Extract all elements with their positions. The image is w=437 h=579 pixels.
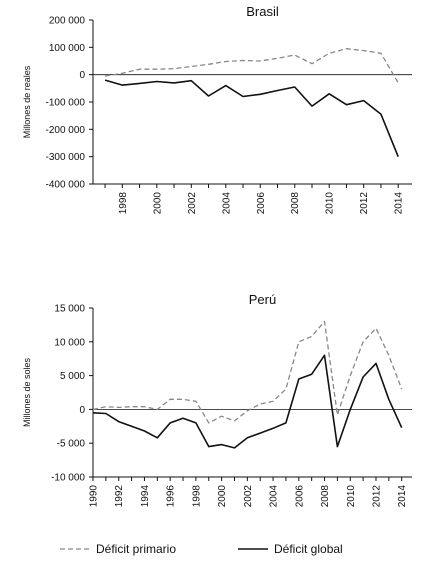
legend: Déficit primario Déficit global	[60, 542, 343, 556]
peru-y-tick-label: 15 000	[54, 304, 85, 315]
brasil-x-tick-label: 2010	[325, 192, 336, 215]
brasil-x-tick-label: 2004	[221, 192, 232, 215]
peru-x-tick-label: 2002	[243, 485, 254, 508]
peru-series-global	[92, 354, 403, 449]
brasil-x-tick-label: 2008	[290, 192, 301, 215]
peru-x-tick-label: 2010	[346, 485, 357, 508]
peru-x-tick-label: 2006	[294, 485, 305, 508]
peru-x-tick-label: 2012	[371, 485, 382, 508]
peru-y-tick-label: 0	[79, 405, 85, 416]
peru-x-tick-label: 2004	[269, 485, 280, 508]
brasil-x-tick-label: 2000	[152, 192, 163, 215]
peru-series-primario	[92, 320, 403, 424]
brasil-x-tick-label: 2006	[256, 192, 267, 215]
brasil-series-primario	[104, 48, 399, 84]
brasil-y-axis-label: Millones de reales	[22, 65, 32, 138]
peru-y-tick-label: -5 000	[57, 439, 86, 450]
brasil-y-tick-label: -100 000	[46, 98, 86, 109]
brasil-y-tick-label: 100 000	[49, 43, 86, 54]
brasil-y-tick-label: 0	[79, 70, 85, 81]
peru-x-tick-label: 1990	[89, 485, 100, 508]
chart-brasil: Brasil Millones de reales 200 000 100 000 0 -…	[22, 4, 412, 214]
peru-x-tick-label: 2008	[320, 485, 331, 508]
brasil-y-tick-label: -400 000	[46, 180, 86, 191]
peru-x-tick-label: 1998	[191, 485, 202, 508]
brasil-x-tick-label: 1998	[118, 192, 129, 215]
brasil-x-tick-label: 2012	[359, 192, 370, 215]
brasil-y-tick-label: 200 000	[49, 16, 86, 27]
peru-x-tick-label: 1992	[114, 485, 125, 508]
peru-x-tick-label: 2000	[217, 485, 228, 508]
brasil-y-tick-label: -300 000	[46, 152, 86, 163]
brasil-series-global	[104, 79, 399, 158]
peru-x-tick-label: 1996	[166, 485, 177, 508]
brasil-x-tick-label: 2014	[394, 192, 405, 215]
peru-y-tick-label: 10 000	[54, 337, 85, 348]
chart-peru: Perú Millones de soles 15 000 10 000 5 000 0 -…	[22, 292, 412, 507]
peru-x-tick-label: 1994	[140, 485, 151, 508]
peru-x-tick-label: 2014	[397, 485, 408, 508]
peru-y-tick-label: -10 000	[51, 473, 85, 484]
brasil-title: Brasil	[246, 4, 279, 19]
peru-title: Perú	[249, 292, 276, 307]
peru-y-tick-label: 5 000	[60, 371, 85, 382]
legend-primario-label: Déficit primario	[96, 542, 176, 556]
brasil-x-tick-label: 2002	[187, 192, 198, 215]
legend-global-label: Déficit global	[274, 542, 343, 556]
brasil-y-tick-label: -200 000	[46, 125, 86, 136]
peru-y-axis-label: Millones de soles	[22, 357, 32, 427]
